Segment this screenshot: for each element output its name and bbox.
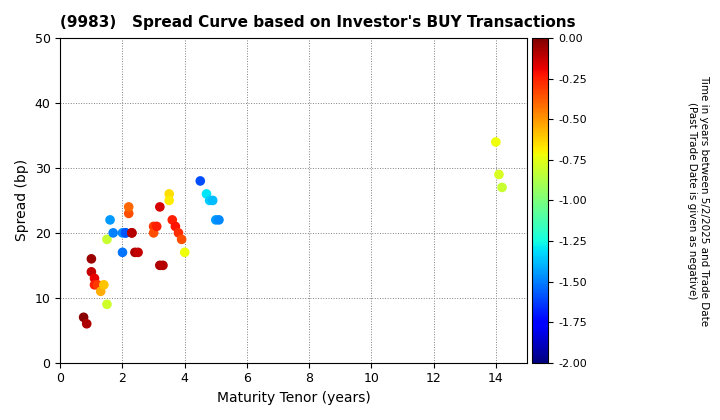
Point [102,236,113,243]
Point [89,275,100,282]
Point [170,223,181,230]
Point [154,262,166,269]
Point [496,184,508,191]
Y-axis label: Spread (bp): Spread (bp) [15,159,29,242]
Point [126,229,138,236]
Y-axis label: Time in years between 5/2/2025 and Trade Date
(Past Trade Date is given as negat: Time in years between 5/2/2025 and Trade… [687,75,708,326]
X-axis label: Maturity Tenor (years): Maturity Tenor (years) [217,391,371,405]
Point [210,217,222,223]
Point [493,171,505,178]
Point [194,178,206,184]
Point [126,229,138,236]
Point [207,197,218,204]
Point [154,204,166,210]
Point [104,217,116,223]
Point [123,204,135,210]
Point [98,281,109,288]
Point [120,229,131,236]
Point [157,262,168,269]
Point [490,139,502,145]
Point [95,288,107,295]
Point [89,281,100,288]
Point [123,210,135,217]
Point [176,236,187,243]
Point [148,229,159,236]
Point [107,229,119,236]
Point [132,249,144,256]
Point [213,217,225,223]
Point [166,217,178,223]
Point [173,229,184,236]
Text: (9983)   Spread Curve based on Investor's BUY Transactions: (9983) Spread Curve based on Investor's … [60,15,576,30]
Point [117,229,128,236]
Point [148,223,159,230]
Point [163,197,175,204]
Point [129,249,140,256]
Point [151,223,163,230]
Point [86,255,97,262]
Point [204,197,215,204]
Point [163,191,175,197]
Point [117,249,128,256]
Point [81,320,92,327]
Point [201,191,212,197]
Point [86,268,97,275]
Point [102,301,113,308]
Point [92,281,104,288]
Point [78,314,89,320]
Point [120,229,131,236]
Point [179,249,191,256]
